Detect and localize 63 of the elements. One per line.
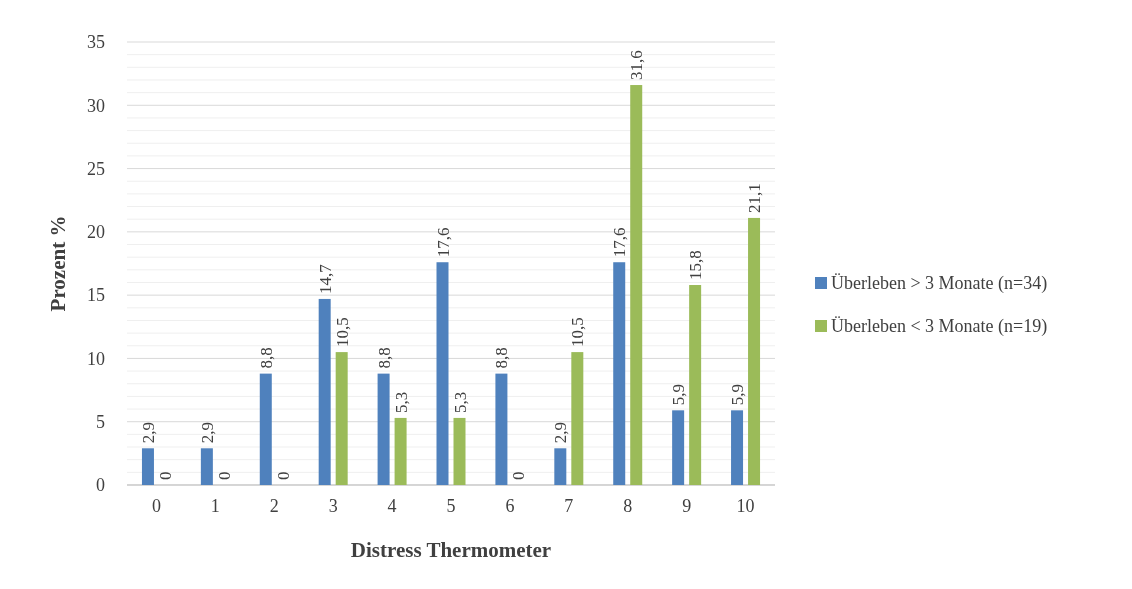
x-tick-label: 3 bbox=[328, 496, 338, 516]
bar bbox=[394, 417, 407, 485]
data-label: 8,8 bbox=[374, 347, 394, 369]
y-tick-label: 10 bbox=[87, 348, 105, 369]
bar bbox=[672, 410, 685, 485]
bar bbox=[436, 262, 449, 485]
bar bbox=[141, 448, 154, 485]
x-axis-title: Distress Thermometer bbox=[350, 538, 552, 562]
bar bbox=[613, 262, 626, 485]
data-label: 2,9 bbox=[197, 422, 217, 444]
bar bbox=[630, 85, 643, 485]
x-tick-label: 1 bbox=[210, 496, 220, 516]
x-tick-label: 6 bbox=[505, 496, 515, 516]
data-label: 2,9 bbox=[138, 422, 158, 444]
data-label: 14,7 bbox=[315, 263, 335, 294]
bar bbox=[259, 373, 272, 485]
data-label: 10,5 bbox=[568, 317, 588, 348]
bar bbox=[571, 352, 584, 485]
bar bbox=[554, 448, 567, 485]
bar bbox=[495, 373, 508, 485]
bar bbox=[335, 352, 348, 485]
x-tick-label: 10 bbox=[736, 496, 755, 516]
data-label: 8,8 bbox=[256, 347, 276, 369]
data-label: 5,9 bbox=[669, 384, 689, 406]
data-label: 17,6 bbox=[433, 227, 453, 258]
y-tick-label: 0 bbox=[96, 475, 105, 496]
data-label: 15,8 bbox=[686, 250, 706, 281]
bar bbox=[200, 448, 213, 485]
x-tick-label: 4 bbox=[387, 496, 397, 516]
legend-label: Überleben < 3 Monate (n=19) bbox=[831, 316, 1048, 338]
x-tick-label: 2 bbox=[269, 496, 279, 516]
y-tick-label: 15 bbox=[87, 285, 105, 306]
bar bbox=[689, 285, 702, 485]
x-tick-label: 9 bbox=[682, 496, 692, 516]
data-label: 10,5 bbox=[332, 317, 352, 348]
data-label: 8,8 bbox=[492, 347, 512, 369]
data-label: 0 bbox=[509, 471, 529, 480]
bar bbox=[748, 217, 761, 485]
data-label: 0 bbox=[214, 471, 234, 480]
bar bbox=[377, 373, 390, 485]
bar bbox=[318, 298, 331, 485]
data-label: 17,6 bbox=[610, 227, 630, 258]
y-tick-label: 30 bbox=[87, 95, 105, 116]
data-label: 0 bbox=[273, 471, 293, 480]
y-tick-label: 25 bbox=[87, 158, 105, 179]
data-label: 2,9 bbox=[551, 422, 571, 444]
data-label: 5,3 bbox=[391, 391, 411, 413]
data-label: 31,6 bbox=[627, 50, 647, 81]
x-tick-label: 8 bbox=[623, 496, 633, 516]
data-label: 0 bbox=[155, 471, 175, 480]
bar bbox=[453, 417, 466, 485]
legend-label: Überleben > 3 Monate (n=34) bbox=[831, 273, 1048, 295]
x-tick-label: 5 bbox=[446, 496, 456, 516]
y-tick-label: 20 bbox=[87, 222, 105, 243]
data-label: 5,9 bbox=[728, 384, 748, 406]
data-label: 5,3 bbox=[450, 391, 470, 413]
y-tick-label: 35 bbox=[87, 32, 105, 53]
bar bbox=[731, 410, 744, 485]
y-axis-title: Prozent % bbox=[46, 215, 70, 312]
data-label: 21,1 bbox=[745, 183, 765, 213]
x-tick-label: 0 bbox=[151, 496, 161, 516]
x-tick-label: 7 bbox=[564, 496, 574, 516]
y-tick-label: 5 bbox=[96, 412, 105, 433]
